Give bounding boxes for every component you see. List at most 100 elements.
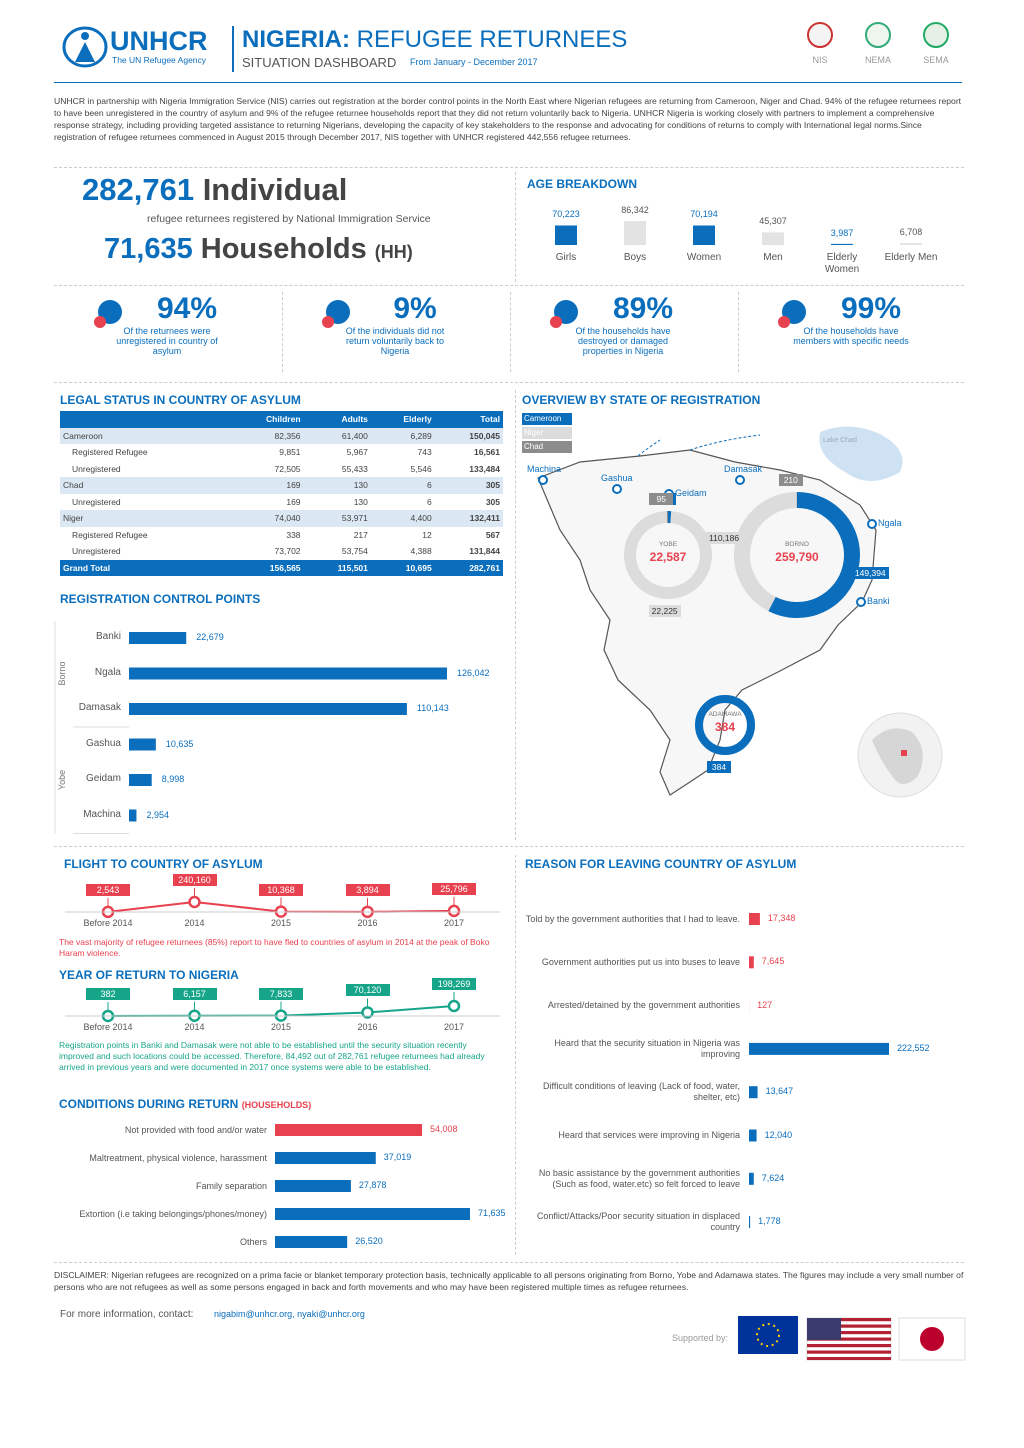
kpi-row: 94% Of the returnees were unregistered in… <box>54 292 964 377</box>
cell: 12 <box>422 529 432 540</box>
cp-bar <box>129 774 152 786</box>
bar <box>749 1216 751 1229</box>
cp-label: Damasak <box>78 702 121 713</box>
cell: 73,702 <box>274 546 301 557</box>
globe-marker <box>901 750 907 756</box>
point-label: 3,894 <box>345 883 390 896</box>
donut-segment <box>734 492 798 612</box>
map-svg <box>537 426 943 798</box>
legend-item: Chad <box>522 441 572 453</box>
point-label: 240,160 <box>172 874 217 886</box>
cell: 156,565 <box>269 562 301 573</box>
individuals-value: 282,761 <box>82 172 195 207</box>
partner-logos: NIS NEMA SEMA <box>790 20 970 75</box>
kpi-value: 9% <box>393 292 437 325</box>
cp-value: 8,998 <box>161 774 185 784</box>
state-name: BORNO <box>785 541 809 548</box>
bar-value: 54,008 <box>430 1124 458 1134</box>
individuals-unit: Individual <box>202 172 348 207</box>
bar <box>749 1172 754 1185</box>
state-total: 384 <box>714 720 736 734</box>
bar-label: Heard that the security situation in Nig… <box>554 1037 740 1059</box>
table-row: Unregistered 169 130 6 305 <box>60 493 503 510</box>
bar <box>275 1124 423 1136</box>
cell: 567 <box>485 529 500 540</box>
supported-by: Supported by: <box>672 1333 729 1343</box>
table-row: Cameroon 82,356 61,400 6,289 150,045 <box>60 427 503 444</box>
intro: UNHCR in partnership with Nigeria Immigr… <box>54 96 962 142</box>
kpi-text: Of the individuals did not return volunt… <box>345 326 445 356</box>
cp-value: 2,954 <box>146 809 169 820</box>
bar-value: 13,647 <box>765 1086 794 1097</box>
individuals: 282,761 Individual <box>82 172 347 208</box>
separator <box>515 390 516 840</box>
bar-value: 7,624 <box>761 1172 785 1183</box>
age-category: Men <box>763 252 783 263</box>
kpi-value: 89% <box>612 292 674 325</box>
header-cell: Total <box>480 414 500 425</box>
donut-label: 149,394 <box>851 566 889 579</box>
subtitle: SITUATION DASHBOARD <box>242 55 397 70</box>
age-value: 6,708 <box>899 227 923 238</box>
logo-icon <box>807 22 833 48</box>
kpi-icon <box>778 300 806 328</box>
cell: 131,844 <box>469 546 500 557</box>
return-point <box>361 1006 374 1019</box>
period: From January - December 2017 <box>410 57 538 67</box>
row-label: Niger <box>63 513 84 524</box>
bar-value: 71,635 <box>478 1208 506 1218</box>
separator <box>54 846 964 847</box>
kpi: 99% Of the households have members with s… <box>756 292 946 346</box>
table-row: Unregistered 72,505 55,433 5,546 133,484 <box>60 460 503 477</box>
cell: 6 <box>426 480 432 491</box>
kpi-icon <box>322 300 350 328</box>
contact[interactable]: nigabim@unhcr.org, nyaki@unhcr.org <box>214 1309 365 1319</box>
bar-value: 37,019 <box>383 1152 412 1162</box>
age-value: 70,223 <box>552 209 580 220</box>
logo-icon <box>923 22 949 48</box>
cp-value: 10,635 <box>165 738 194 749</box>
x-label: 2015 <box>270 918 292 928</box>
flight-point <box>447 904 461 918</box>
kpi: 94% Of the returnees were unregistered in… <box>72 292 262 356</box>
legend-item: Niger <box>522 427 572 439</box>
return-chart: 382 Before 2014 6,157 2014 7,833 2015 70,120 20… <box>55 978 505 1039</box>
separator <box>54 167 964 168</box>
cell: 82,356 <box>274 430 301 441</box>
cp-label: Banki <box>95 631 121 642</box>
cell: 338 <box>286 529 301 540</box>
age-category: Girls <box>555 252 577 263</box>
kpi-icon-badge <box>778 316 790 328</box>
separator <box>515 855 516 1255</box>
households-unit: Households <box>200 233 367 265</box>
header-rule <box>54 82 962 83</box>
lake <box>819 426 903 481</box>
point-label: 6,157 <box>172 987 217 1000</box>
age-bar <box>555 225 577 245</box>
logo-mark <box>865 22 891 48</box>
row-label: Unregistered <box>72 496 121 507</box>
cell: 9,851 <box>279 447 301 458</box>
cell: 53,971 <box>341 513 368 524</box>
x-label: 2014 <box>184 918 205 928</box>
location-label: Banki <box>867 596 890 606</box>
title-line: NIGERIA: REFUGEE RETURNEES <box>242 26 627 54</box>
title: REFUGEE RETURNEES <box>356 26 628 53</box>
title-bold: NIGERIA: <box>242 26 350 53</box>
cell: 305 <box>485 496 500 507</box>
cell: 55,433 <box>341 463 368 474</box>
location-label: Ngala <box>878 518 902 528</box>
bar <box>749 1086 758 1099</box>
logo-mark <box>807 22 833 48</box>
location <box>856 597 866 607</box>
bar-label: Arrested/detained by the government auth… <box>547 1000 740 1011</box>
cell: 282,761 <box>469 562 500 573</box>
table-row: Niger 74,040 53,971 4,400 132,411 <box>60 510 503 527</box>
lake-label: Lake Chad <box>823 437 857 444</box>
header-cell: Elderly <box>403 414 432 425</box>
bar-value: 12,040 <box>764 1129 793 1140</box>
logo-mark <box>923 22 949 48</box>
cp-group: Borno <box>57 661 67 685</box>
row-label: Unregistered <box>72 463 121 474</box>
